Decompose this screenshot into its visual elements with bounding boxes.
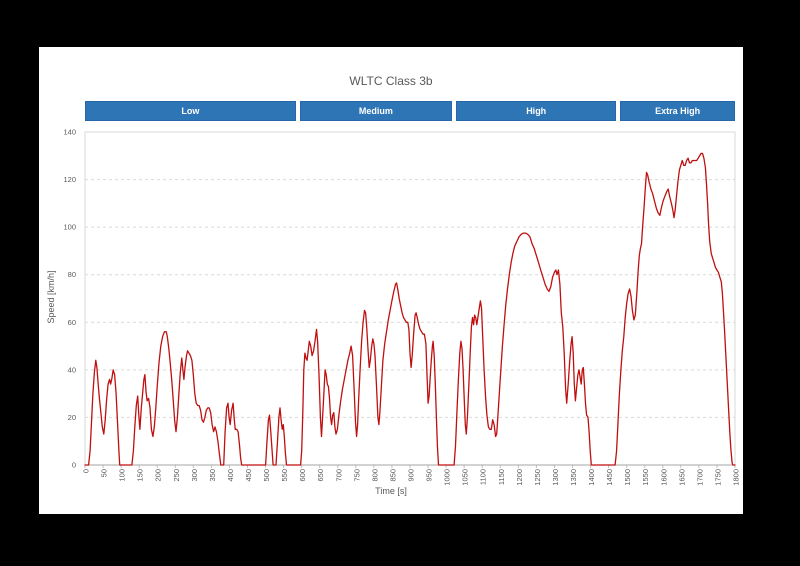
speed-time-chart: 0 50 100 150 200 250 300 350 400 450 500 550 600 650 7… [63,128,741,486]
x-tick-label: 900 [407,469,416,482]
x-axis-title: Time [s] [375,486,407,496]
x-tick-label: 600 [298,469,307,482]
x-tick-label: 1500 [623,469,632,486]
chart-title: WLTC Class 3b [349,74,433,88]
x-tick-label: 400 [226,469,235,482]
x-tick-label: 1700 [695,469,704,486]
x-tick-label: 1250 [533,469,542,486]
x-tick-label: 1200 [515,469,524,486]
y-tick-label: 40 [68,365,76,374]
x-tick-label: 1750 [713,469,722,486]
x-tick-label: 1000 [443,469,452,486]
x-tick-label: 200 [154,469,163,482]
y-tick-label: 80 [68,270,76,279]
x-tick-label: 50 [100,469,109,477]
x-tick-label: 1600 [659,469,668,486]
x-tick-label: 1150 [497,469,506,485]
x-tick-label: 1350 [569,469,578,486]
x-tick-label: 100 [118,469,127,482]
phase-band-medium: Medium [299,101,453,121]
x-tick-label: 1100 [479,469,488,485]
x-tick-label: 750 [352,469,361,482]
x-tick-label: 450 [244,469,253,482]
x-tick-label: 950 [425,469,434,482]
x-tick-label: 850 [388,469,397,482]
plot-border [84,131,736,466]
phase-band-extra-high: Extra High [620,101,735,121]
y-tick-label: 0 [72,461,76,470]
phase-band-high: High [456,101,617,121]
chart-card: WLTC Class 3b Low Medium High Extra High… [39,47,743,514]
x-tick-label: 250 [172,469,181,482]
x-tick-label: 0 [82,469,91,473]
cycle-speed-line [84,152,736,466]
y-tick-label: 120 [63,175,76,184]
x-tick-label: 1050 [461,469,470,486]
x-tick-label: 1400 [587,469,596,486]
x-tick-label: 1800 [732,469,741,486]
x-tick-label: 700 [334,469,343,482]
x-tick-label: 650 [316,469,325,482]
x-tick-label: 550 [280,469,289,482]
y-tick-label: 100 [63,223,76,232]
y-axis-title: Speed [km/h] [46,270,56,324]
x-tick-label: 500 [262,469,271,482]
x-tick-label: 300 [190,469,199,482]
y-tick-label: 60 [68,318,76,327]
x-tick-label: 150 [136,469,145,482]
y-tick-label: 140 [63,128,76,137]
x-tick-label: 350 [208,469,217,482]
x-tick-label: 1300 [551,469,560,486]
x-tick-label: 800 [370,469,379,482]
x-tick-label: 1450 [605,469,614,486]
x-tick-label: 1650 [677,469,686,486]
y-tick-label: 20 [68,413,76,422]
x-tick-label: 1550 [641,469,650,486]
phase-band-low: Low [85,101,296,121]
